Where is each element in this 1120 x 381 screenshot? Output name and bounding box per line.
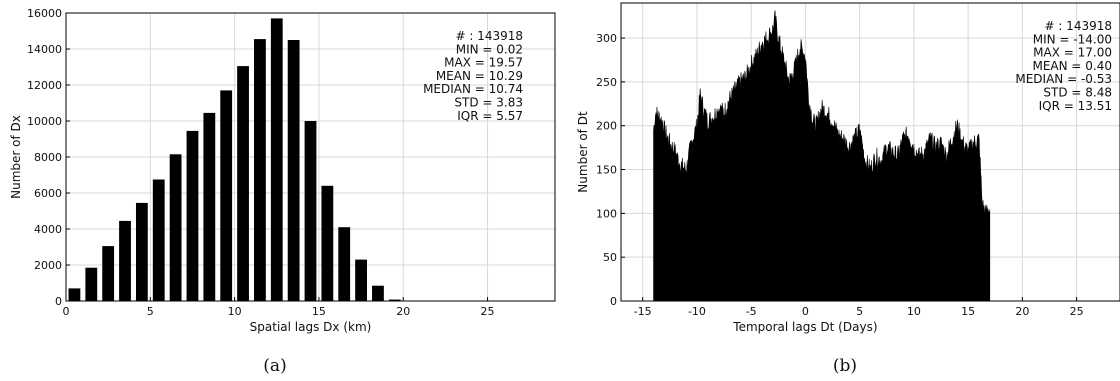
panel-a-bars [68, 18, 401, 302]
b-x-tick-label: -15 [634, 305, 652, 318]
a-stat-line: MEDIAN = 10.74 [423, 82, 523, 96]
b-x-tick-label: -10 [688, 305, 706, 318]
panel-b-area-series [653, 10, 991, 302]
b-y-tick-label: 300 [596, 32, 617, 45]
bar [152, 179, 165, 301]
bar [68, 288, 81, 301]
panel-b-x-ticks: -15 -10 -5 0 5 10 15 20 25 [634, 297, 1084, 318]
b-x-tick-label: 25 [1070, 305, 1084, 318]
bar [85, 267, 98, 301]
bar [372, 285, 384, 301]
bar [304, 121, 317, 301]
bar [254, 39, 266, 301]
a-y-tick-label: 0 [55, 295, 62, 308]
a-stat-line: STD = 3.83 [454, 96, 523, 110]
a-y-tick-label: 4000 [34, 223, 62, 236]
bar [203, 112, 216, 302]
bar [321, 185, 334, 301]
bar [270, 18, 283, 302]
a-x-tick-label: 0 [63, 305, 70, 318]
a-stat-line: MIN = 0.02 [456, 42, 523, 56]
a-stat-line: IQR = 5.57 [457, 109, 523, 123]
bar [135, 202, 148, 301]
b-stat-line: # : 143918 [1044, 19, 1112, 33]
panel-a-grid [65, 12, 555, 302]
b-y-tick-label: 100 [596, 207, 617, 220]
b-stat-line: STD = 8.48 [1043, 86, 1112, 100]
panel-b-y-axis-label: Number of Dt [576, 111, 590, 193]
a-y-tick-label: 12000 [27, 79, 62, 92]
a-y-tick-label: 2000 [34, 259, 62, 272]
a-x-tick-label: 5 [147, 305, 154, 318]
panel-a-y-ticks: 0 2000 4000 6000 8000 10000 12000 14000 16000 [27, 7, 70, 308]
a-y-tick-label: 10000 [27, 115, 62, 128]
a-stat-line: MAX = 19.57 [444, 56, 523, 70]
bar [169, 154, 182, 301]
b-x-tick-label: 0 [802, 305, 809, 318]
b-y-tick-label: 250 [596, 76, 617, 89]
b-stat-line: MIN = -14.00 [1033, 32, 1112, 46]
b-x-tick-label: 10 [907, 305, 921, 318]
b-stat-line: MEDIAN = -0.53 [1015, 72, 1112, 86]
b-x-tick-label: 15 [961, 305, 975, 318]
bar [388, 299, 401, 301]
bar [355, 259, 367, 301]
bar [237, 66, 249, 301]
b-stat-line: MEAN = 0.40 [1032, 59, 1112, 73]
panel-a-x-ticks: 0 5 10 15 20 25 [63, 297, 495, 318]
panel-a-caption: (a) [263, 356, 286, 376]
b-x-tick-label: 5 [856, 305, 863, 318]
b-y-tick-label: 50 [603, 251, 617, 264]
a-y-tick-label: 6000 [34, 187, 62, 200]
b-y-tick-label: 200 [596, 120, 617, 133]
a-y-tick-label: 14000 [27, 43, 62, 56]
bar [102, 246, 115, 301]
a-x-tick-label: 20 [396, 305, 410, 318]
bar [287, 40, 300, 301]
a-stat-line: MEAN = 10.29 [436, 69, 523, 83]
panel-b-histogram: -15 -10 -5 0 5 10 15 20 25 0 50 100 150 200 250 300 # … [576, 2, 1120, 376]
panel-b-x-axis-label: Temporal lags Dt (Days) [732, 320, 877, 334]
bar [338, 227, 351, 301]
a-stat-line: # : 143918 [455, 29, 523, 43]
a-y-tick-label: 8000 [34, 151, 62, 164]
b-y-tick-label: 0 [610, 295, 617, 308]
panel-b-y-ticks: 0 50 100 150 200 250 300 [596, 32, 625, 308]
b-x-tick-label: -5 [746, 305, 757, 318]
a-x-tick-label: 15 [312, 305, 326, 318]
a-x-tick-label: 25 [481, 305, 495, 318]
panel-a-x-axis-label: Spatial lags Dx (km) [250, 320, 372, 334]
panel-b-caption: (b) [833, 356, 857, 376]
bar [186, 130, 199, 301]
b-y-tick-label: 150 [596, 164, 617, 177]
bar [119, 220, 131, 301]
panel-a-histogram: 0 5 10 15 20 25 0 2000 4000 6000 8000 10000 12000 14… [9, 7, 556, 376]
b-x-tick-label: 20 [1015, 305, 1029, 318]
b-stat-line: IQR = 13.51 [1039, 99, 1112, 113]
a-x-tick-label: 10 [228, 305, 242, 318]
panel-a-y-axis-label: Number of Dx [9, 115, 23, 199]
a-y-tick-label: 16000 [27, 7, 62, 20]
bar [220, 90, 233, 302]
b-stat-line: MAX = 17.00 [1033, 46, 1112, 60]
panel-b-plot-frame [620, 2, 1120, 302]
